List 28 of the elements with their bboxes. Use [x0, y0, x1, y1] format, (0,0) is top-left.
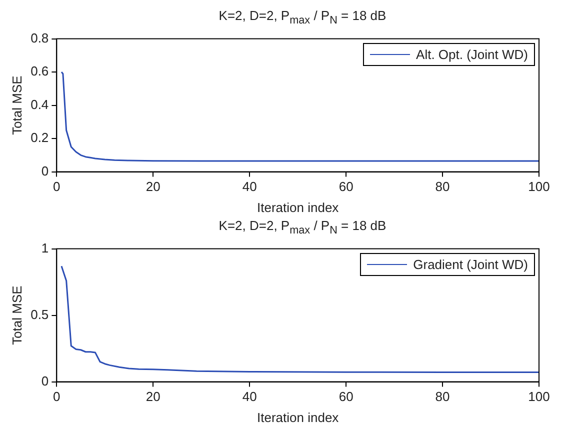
x-tick-label: 40: [242, 389, 257, 404]
x-tick-label: 40: [242, 179, 257, 194]
legend-label: Gradient (Joint WD): [413, 256, 528, 272]
chart-title: K=2, D=2, P$_{max}$ / P$_{N}$ = 18 dB: [218, 218, 388, 238]
x-tick-label: 20: [146, 179, 160, 194]
x-tick-label: 80: [435, 179, 450, 194]
x-tick-label: 100: [528, 179, 550, 194]
x-axis-title: Iteration index: [257, 410, 340, 425]
y-tick-label: 0.6: [30, 64, 49, 79]
x-tick-label: 80: [435, 389, 450, 404]
x-tick-label: 20: [146, 389, 160, 404]
x-axis-title: Iteration index: [257, 200, 340, 215]
x-tick-label: 60: [338, 389, 354, 404]
y-axis-title: Total MSE: [9, 285, 24, 345]
y-tick-label: 0.8: [30, 30, 49, 46]
legend-label: Alt. Opt. (Joint WD): [416, 46, 528, 62]
y-axis-title: Total MSE: [9, 75, 24, 135]
x-tick-label: 0: [53, 179, 60, 194]
x-tick-label: 0: [53, 389, 60, 404]
y-tick-label: 1: [41, 240, 49, 256]
y-tick-label: 0: [41, 163, 49, 178]
chart-title: K=2, D=2, P$_{max}$ / P$_{N}$ = 18 dB: [218, 8, 388, 28]
y-tick-label: 0.2: [30, 130, 49, 146]
y-tick-label: 0.4: [30, 96, 49, 112]
x-tick-label: 60: [338, 179, 354, 194]
y-tick-label: 0: [41, 373, 49, 388]
x-tick-label: 100: [528, 389, 550, 404]
y-tick-label: 0.5: [30, 306, 49, 322]
